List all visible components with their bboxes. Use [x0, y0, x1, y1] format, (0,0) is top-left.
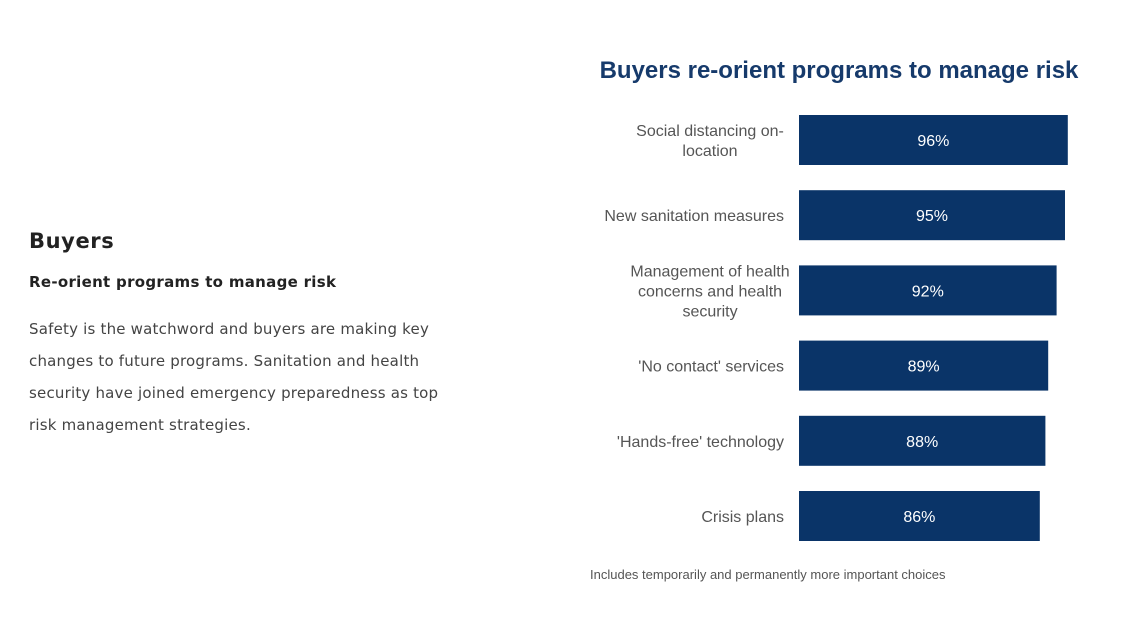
- category-label-line: security: [682, 303, 737, 320]
- category-label: Management of health concerns and health s…: [630, 263, 789, 320]
- chart-title: Buyers re-orient programs to manage risk: [600, 57, 1079, 84]
- chart-footnote: Includes temporarily and permanently mor…: [590, 567, 946, 582]
- bar-value-label: 89%: [908, 359, 940, 376]
- text-section: Buyers Re-orient programs to manage risk…: [29, 226, 449, 441]
- category-label: 'No contact' services: [638, 359, 784, 376]
- chart-container: Buyers re-orient programs to manage risk…: [480, 0, 1130, 634]
- bar: [799, 491, 1040, 541]
- bar-chart: Buyers re-orient programs to manage risk…: [590, 57, 1079, 582]
- bar: [799, 415, 1046, 466]
- bar: [799, 340, 1049, 391]
- section-heading: Buyers: [29, 229, 115, 253]
- category-label: Social distancing on-location: [636, 123, 784, 160]
- section-subheading: Re-orient programs to manage risk: [29, 273, 337, 291]
- bar-value-label: 92%: [912, 283, 944, 300]
- bar: [799, 265, 1057, 316]
- category-label: 'Hands-free' technology: [617, 434, 784, 451]
- category-label-line: Social distancing on-: [636, 123, 784, 140]
- category-label: New sanitation measures: [604, 208, 784, 225]
- category-label-line: location: [682, 143, 737, 160]
- bar-value-label: 86%: [903, 509, 935, 526]
- category-label-line: Management of health: [630, 263, 789, 280]
- bar-value-label: 95%: [916, 208, 948, 225]
- section-body: Safety is the watchword and buyers are m…: [29, 320, 439, 434]
- bar-value-label: 96%: [917, 133, 949, 150]
- bar: [799, 115, 1068, 165]
- category-label: Crisis plans: [701, 509, 784, 526]
- category-label-line: concerns and health: [638, 283, 782, 300]
- bar-value-label: 88%: [906, 434, 938, 451]
- bars-group: 96% Social distancing on-location 95% New s…: [604, 115, 1068, 541]
- bar: [799, 190, 1065, 241]
